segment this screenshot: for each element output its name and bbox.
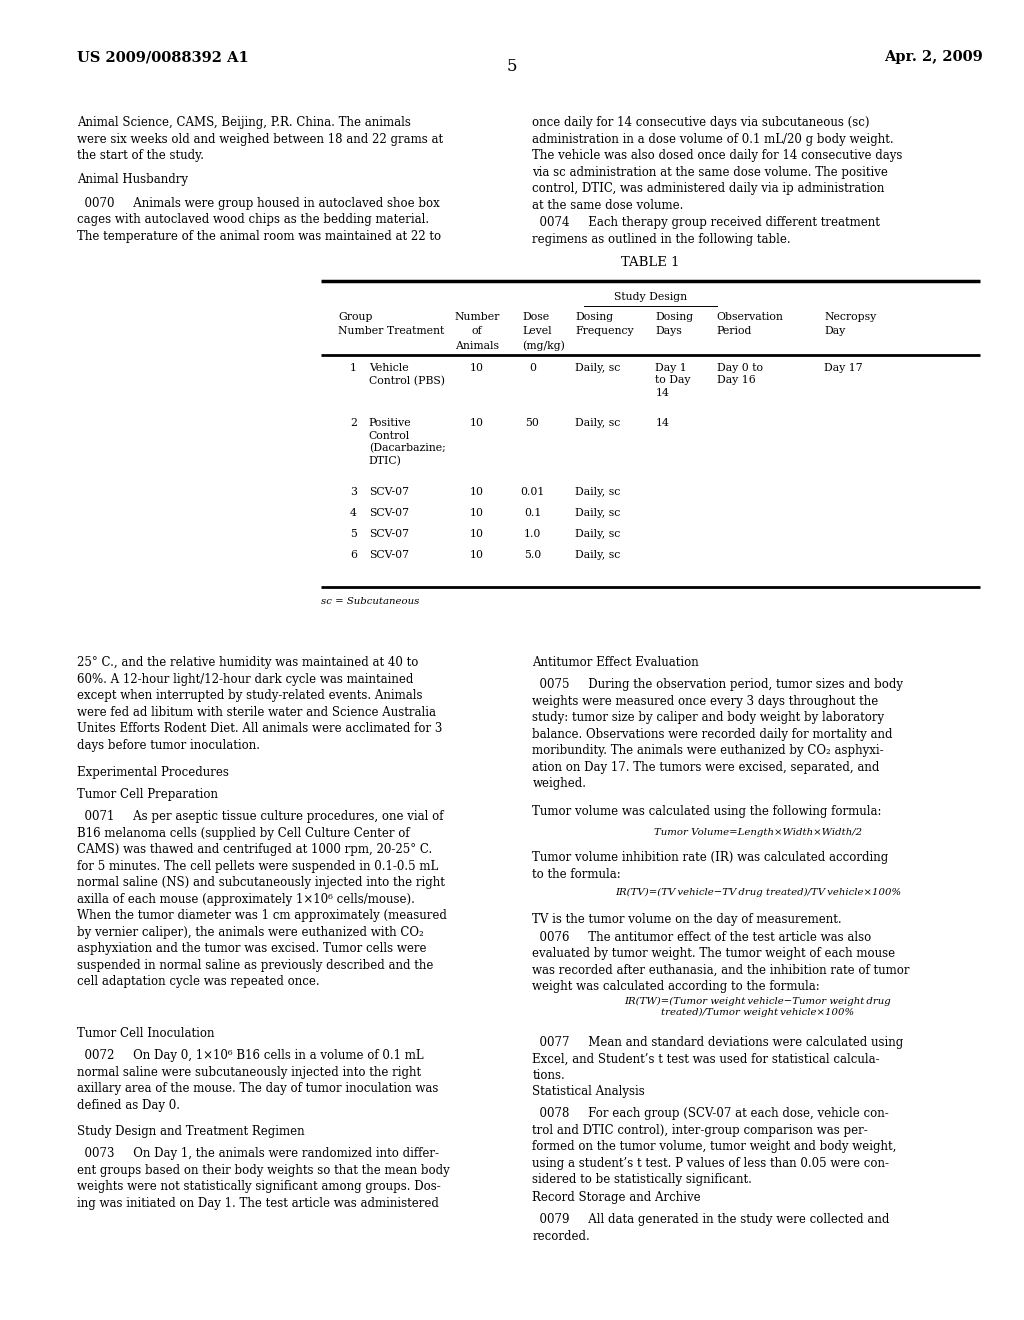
Text: Daily, sc: Daily, sc [575,550,621,561]
Text: Dosing: Dosing [575,312,613,322]
Text: 10: 10 [470,508,484,519]
Text: 0079    All data generated in the study were collected and
recorded.: 0079 All data generated in the study wer… [532,1213,890,1242]
Text: Day 17: Day 17 [824,363,863,374]
Text: 25° C., and the relative humidity was maintained at 40 to
60%. A 12-hour light/1: 25° C., and the relative humidity was ma… [77,656,442,751]
Text: Daily, sc: Daily, sc [575,487,621,498]
Text: 5: 5 [507,58,517,75]
Text: 10: 10 [470,363,484,374]
Text: Antitumor Effect Evaluation: Antitumor Effect Evaluation [532,656,699,669]
Text: 0072    On Day 0, 1×10⁶ B16 cells in a volume of 0.1 mL
normal saline were subcu: 0072 On Day 0, 1×10⁶ B16 cells in a volu… [77,1049,438,1111]
Text: Vehicle
Control (PBS): Vehicle Control (PBS) [369,363,444,385]
Text: 0078    For each group (SCV-07 at each dose, vehicle con-
trol and DTIC control): 0078 For each group (SCV-07 at each dose… [532,1107,897,1187]
Text: sc = Subcutaneous: sc = Subcutaneous [321,597,419,606]
Text: 0075    During the observation period, tumor sizes and body
weights were measure: 0075 During the observation period, tumo… [532,678,903,791]
Text: 5.0: 5.0 [524,550,541,561]
Text: Tumor Volume=Length×Width×Width/2: Tumor Volume=Length×Width×Width/2 [653,828,862,837]
Text: 4: 4 [350,508,356,519]
Text: Dose: Dose [522,312,549,322]
Text: Study Design: Study Design [613,292,687,302]
Text: Day 0 to
Day 16: Day 0 to Day 16 [717,363,763,385]
Text: of: of [472,326,482,337]
Text: 2: 2 [350,418,356,429]
Text: Daily, sc: Daily, sc [575,363,621,374]
Text: 1: 1 [350,363,356,374]
Text: Frequency: Frequency [575,326,634,337]
Text: Study Design and Treatment Regimen: Study Design and Treatment Regimen [77,1125,304,1138]
Text: 0076    The antitumor effect of the test article was also
evaluated by tumor wei: 0076 The antitumor effect of the test ar… [532,931,910,993]
Text: Observation: Observation [717,312,783,322]
Text: Necropsy: Necropsy [824,312,877,322]
Text: 5: 5 [350,529,356,540]
Text: Level: Level [522,326,552,337]
Text: IR(TW)=(Tumor weight vehicle−Tumor weight drug
treated)/Tumor weight vehicle×100: IR(TW)=(Tumor weight vehicle−Tumor weigh… [625,997,891,1018]
Text: US 2009/0088392 A1: US 2009/0088392 A1 [77,50,249,65]
Text: Number: Number [455,312,500,322]
Text: IR(TV)=(TV vehicle−TV drug treated)/TV vehicle×100%: IR(TV)=(TV vehicle−TV drug treated)/TV v… [614,888,901,898]
Text: Number Treatment: Number Treatment [338,326,444,337]
Text: Group: Group [338,312,373,322]
Text: 0.01: 0.01 [520,487,545,498]
Text: TABLE 1: TABLE 1 [621,256,680,269]
Text: 3: 3 [350,487,356,498]
Text: 0077    Mean and standard deviations were calculated using
Excel, and Student’s : 0077 Mean and standard deviations were c… [532,1036,904,1082]
Text: 10: 10 [470,418,484,429]
Text: Daily, sc: Daily, sc [575,418,621,429]
Text: 0.1: 0.1 [524,508,541,519]
Text: 10: 10 [470,487,484,498]
Text: Period: Period [717,326,753,337]
Text: SCV-07: SCV-07 [369,550,409,561]
Text: Tumor Cell Inoculation: Tumor Cell Inoculation [77,1027,214,1040]
Text: 0071    As per aseptic tissue culture procedures, one vial of
B16 melanoma cells: 0071 As per aseptic tissue culture proce… [77,810,446,989]
Text: Dosing: Dosing [655,312,693,322]
Text: TV is the tumor volume on the day of measurement.: TV is the tumor volume on the day of mea… [532,913,842,927]
Text: Tumor volume inhibition rate (IR) was calculated according
to the formula:: Tumor volume inhibition rate (IR) was ca… [532,851,889,880]
Text: Statistical Analysis: Statistical Analysis [532,1085,645,1098]
Text: Day 1
to Day
14: Day 1 to Day 14 [655,363,691,397]
Text: Daily, sc: Daily, sc [575,529,621,540]
Text: Animal Husbandry: Animal Husbandry [77,173,187,186]
Text: (mg/kg): (mg/kg) [522,341,565,351]
Text: Experimental Procedures: Experimental Procedures [77,766,228,779]
Text: Animals: Animals [456,341,499,351]
Text: Daily, sc: Daily, sc [575,508,621,519]
Text: Record Storage and Archive: Record Storage and Archive [532,1191,701,1204]
Text: 10: 10 [470,550,484,561]
Text: 14: 14 [655,418,670,429]
Text: Apr. 2, 2009: Apr. 2, 2009 [885,50,983,65]
Text: 0074    Each therapy group received different treatment
regimens as outlined in : 0074 Each therapy group received differe… [532,216,881,246]
Text: Days: Days [655,326,682,337]
Text: 0073    On Day 1, the animals were randomized into differ-
ent groups based on t: 0073 On Day 1, the animals were randomiz… [77,1147,450,1209]
Text: 1.0: 1.0 [524,529,541,540]
Text: 0: 0 [529,363,536,374]
Text: once daily for 14 consecutive days via subcutaneous (sc)
administration in a dos: once daily for 14 consecutive days via s… [532,116,903,211]
Text: Positive
Control
(Dacarbazine;
DTIC): Positive Control (Dacarbazine; DTIC) [369,418,445,466]
Text: 0070    Animals were group housed in autoclaved shoe box
cages with autoclaved w: 0070 Animals were group housed in autocl… [77,197,441,243]
Text: 50: 50 [525,418,540,429]
Text: 6: 6 [350,550,356,561]
Text: Tumor volume was calculated using the following formula:: Tumor volume was calculated using the fo… [532,805,882,818]
Text: SCV-07: SCV-07 [369,529,409,540]
Text: Animal Science, CAMS, Beijing, P.R. China. The animals
were six weeks old and we: Animal Science, CAMS, Beijing, P.R. Chin… [77,116,443,162]
Text: SCV-07: SCV-07 [369,487,409,498]
Text: Day: Day [824,326,846,337]
Text: Tumor Cell Preparation: Tumor Cell Preparation [77,788,218,801]
Text: SCV-07: SCV-07 [369,508,409,519]
Text: 10: 10 [470,529,484,540]
